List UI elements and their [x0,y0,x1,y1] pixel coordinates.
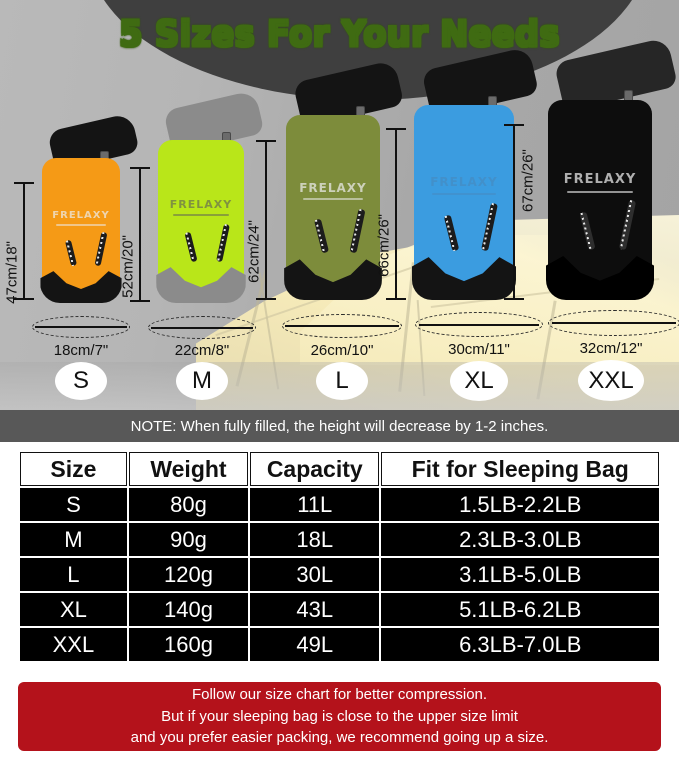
cell-fit: 6.3LB-7.0LB [381,628,659,661]
base-ellipse-xl [415,312,543,337]
width-label-s: 18cm/7" [53,342,109,359]
base-ellipse-s [32,316,130,338]
bag-brand-m: FRELAXY [169,198,233,211]
cell-capacity: 43L [250,593,380,626]
cell-weight: 160g [128,628,249,661]
spec-table-wrapper: Size Weight Capacity Fit for Sleeping Ba… [0,442,679,675]
column-header-capacity: Capacity [250,452,380,486]
height-label-xl: 66cm/26" [375,214,393,277]
cell-capacity: 49L [250,628,380,661]
bag-brand-xl: FRELAXY [430,175,498,189]
height-dimension-xxl: 67cm/26" [504,124,537,300]
recommendation-line-3: and you prefer easier packing, we recomm… [130,729,549,747]
height-label-xxl: 67cm/26" [519,149,537,212]
width-label-l: 26cm/10" [310,342,374,359]
base-ellipse-m [148,316,256,339]
cell-size: S [20,488,127,521]
cell-size: L [20,558,127,591]
cell-weight: 120g [128,558,249,591]
product-photo-area: 5 Sizes For Your Needs 47cm/18" FRELAXY [0,0,679,410]
cell-capacity: 18L [250,523,380,556]
recommendation-banner: Follow our size chart for better compres… [18,682,661,751]
cell-fit: 5.1LB-6.2LB [381,593,659,626]
bag-brand-underline-s [56,224,106,226]
height-dimension-l: 62cm/24" [246,140,278,300]
bag-brand-xxl: FRELAXY [563,172,637,187]
column-header-fit: Fit for Sleeping Bag [381,452,659,486]
table-row: XL 140g 43L 5.1LB-6.2LB [20,593,659,626]
table-row: S 80g 11L 1.5LB-2.2LB [20,488,659,521]
base-ellipse-l [282,314,402,338]
note-bar: NOTE: When fully filled, the height will… [0,410,679,442]
table-row: XXL 160g 49L 6.3LB-7.0LB [20,628,659,661]
bag-brand-underline-xl [432,193,496,195]
page-title: 5 Sizes For Your Needs [24,14,655,55]
cell-weight: 80g [128,488,249,521]
height-label-s: 47cm/18" [3,241,21,304]
size-badge-s: S [55,362,107,400]
bag-brand-underline-xxl [566,191,634,193]
bag-brand-l: FRELAXY [299,181,367,195]
cell-capacity: 11L [250,488,380,521]
height-dimension-s: 47cm/18" [4,182,36,304]
bag-brand-underline-l [302,198,364,200]
width-label-m: 22cm/8" [174,342,230,359]
note-text: NOTE: When fully filled, the height will… [130,417,549,435]
width-label-xl: 30cm/11" [448,341,510,358]
cell-size: M [20,523,127,556]
cell-size: XXL [20,628,127,661]
column-header-size: Size [20,452,127,486]
cell-weight: 140g [128,593,249,626]
size-badge-l: L [316,362,368,400]
base-ellipse-xxl [548,310,679,336]
table-header-row: Size Weight Capacity Fit for Sleeping Ba… [20,452,659,486]
recommendation-line-2: But if your sleeping bag is close to the… [161,707,518,725]
height-label-m: 52cm/20" [119,234,137,298]
column-header-weight: Weight [128,452,249,486]
height-label-l: 62cm/24" [245,220,263,283]
cell-fit: 2.3LB-3.0LB [381,523,659,556]
cell-fit: 1.5LB-2.2LB [381,488,659,521]
size-badge-xl: XL [450,361,508,401]
spec-table: Size Weight Capacity Fit for Sleeping Ba… [18,450,661,663]
cell-size: XL [20,593,127,626]
cell-fit: 3.1LB-5.0LB [381,558,659,591]
bag-brand-underline-m [173,214,229,216]
height-dimension-xl: 66cm/26" [376,128,408,300]
cell-capacity: 30L [250,558,380,591]
cell-weight: 90g [128,523,249,556]
width-label-xxl: 32cm/12" [579,340,643,357]
size-badge-xxl: XXL [578,360,644,401]
bag-brand-s: FRELAXY [52,210,110,221]
table-row: L 120g 30L 3.1LB-5.0LB [20,558,659,591]
size-badge-m: M [176,362,228,400]
height-dimension-m: 52cm/20" [120,167,152,302]
recommendation-line-1: Follow our size chart for better compres… [191,685,488,703]
table-row: M 90g 18L 2.3LB-3.0LB [20,523,659,556]
